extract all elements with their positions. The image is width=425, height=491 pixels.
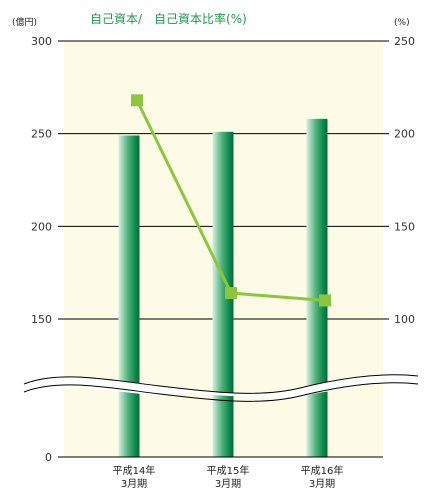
- left-tick-label-3: 150: [31, 313, 52, 326]
- right-tick-label-0: 250: [394, 35, 415, 48]
- right-tick-label-2: 150: [394, 220, 415, 233]
- ratio-point-2: [319, 294, 331, 307]
- category-label-0-line1: 平成14年: [113, 464, 156, 477]
- left-tick-label-1: 250: [31, 128, 52, 141]
- bar-2: [306, 118, 328, 457]
- category-label-2-line2: 3月期: [309, 478, 335, 490]
- axis-break-line-lower: [23, 382, 419, 402]
- left-tick-label-4: 0: [45, 451, 52, 464]
- category-label-0-line2: 3月期: [121, 478, 147, 490]
- left-axis-ticks: 300 250 200 150 0: [31, 35, 64, 464]
- right-axis-unit: (%): [394, 18, 410, 28]
- right-tick-label-1: 200: [394, 128, 415, 141]
- series-legend: 自己資本/ 自己資本比率(%): [90, 11, 247, 26]
- left-tick-label-0: 300: [31, 35, 52, 48]
- ratio-point-1: [225, 287, 237, 300]
- axis-break: [23, 374, 419, 402]
- bars: [118, 118, 328, 457]
- category-label-2-line1: 平成16年: [301, 464, 344, 477]
- right-tick-label-3: 100: [394, 313, 415, 326]
- left-tick-label-2: 200: [31, 220, 52, 233]
- line-series: [131, 94, 331, 307]
- axis-break-line-upper: [23, 374, 419, 394]
- right-axis-ticks: 250 200 150 100: [383, 35, 415, 326]
- bar-1: [212, 131, 234, 457]
- ratio-point-0: [131, 94, 143, 107]
- category-label-1-line2: 3月期: [215, 478, 241, 490]
- category-label-1-line1: 平成15年: [207, 464, 250, 477]
- left-axis-unit: (億円): [12, 16, 37, 28]
- bar-0: [118, 135, 140, 457]
